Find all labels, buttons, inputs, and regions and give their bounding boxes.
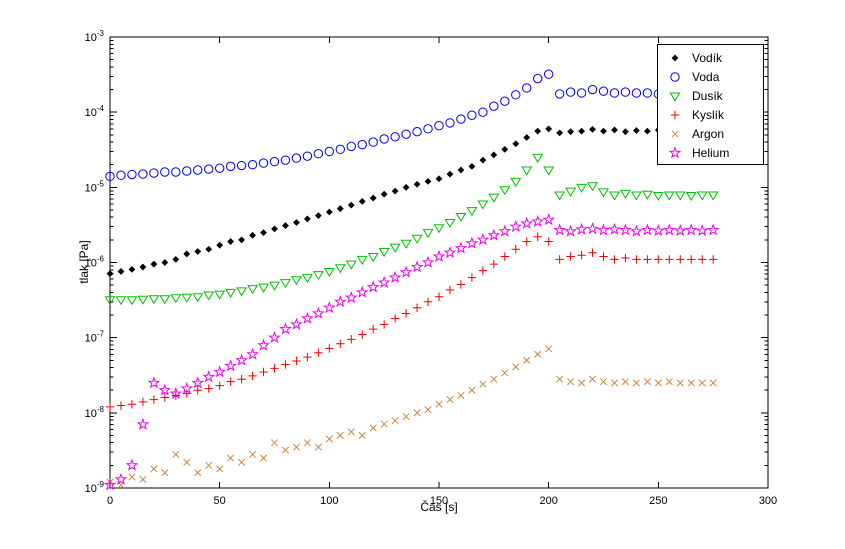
circle-marker-icon	[670, 71, 680, 82]
triangle-down-marker-icon	[669, 92, 681, 102]
y-tick-label: 10-8	[85, 405, 105, 420]
series-dusík	[104, 153, 719, 306]
y-tick-label: 10-4	[85, 104, 105, 119]
series-helium	[103, 213, 720, 491]
y-tick-label: 10-9	[85, 480, 105, 495]
diamond-marker-icon	[671, 54, 679, 61]
x-tick-label: 50	[214, 495, 226, 507]
legend[interactable]: Vodík Voda Dusík Kyslík Argon Helium	[657, 44, 764, 165]
plus-marker-icon	[670, 110, 680, 119]
x-tick-label: 0	[107, 495, 113, 507]
series-kyslík	[105, 232, 718, 412]
legend-label: Helium	[692, 145, 730, 160]
legend-entry-vodik[interactable]: Vodík	[658, 48, 763, 67]
pentagram-marker-icon	[668, 145, 682, 158]
series-voda	[105, 69, 718, 182]
legend-label: Vodík	[692, 50, 723, 65]
legend-entry-helium[interactable]: Helium	[658, 143, 763, 162]
legend-label: Argon	[692, 126, 725, 141]
legend-label: Voda	[692, 69, 720, 84]
x-tick-label: 300	[759, 495, 777, 507]
x-tick-label: 200	[539, 495, 557, 507]
legend-entry-argon[interactable]: Argon	[658, 124, 763, 143]
x-axis-label: Čas [s]	[420, 500, 458, 514]
y-tick-label: 10-7	[85, 330, 105, 345]
legend-entry-dusik[interactable]: Dusík	[658, 86, 763, 105]
y-axis-label: tlak [Pa]	[77, 240, 91, 284]
y-axis: 10-910-810-710-610-510-410-3	[85, 29, 768, 495]
legend-entry-kyslik[interactable]: Kyslík	[658, 105, 763, 124]
legend-label: Dusík	[692, 88, 723, 103]
series-argon	[106, 345, 717, 489]
x-marker-icon	[671, 129, 679, 138]
legend-label: Kyslík	[692, 107, 725, 122]
x-axis: 0 50 100 150 200 250 300	[107, 37, 777, 507]
x-tick-label: 150	[430, 495, 448, 507]
y-tick-label: 10-5	[85, 179, 105, 194]
x-tick-label: 100	[320, 495, 338, 507]
legend-entry-voda[interactable]: Voda	[658, 67, 763, 86]
x-tick-label: 250	[649, 495, 667, 507]
y-tick-label: 10-3	[85, 29, 105, 44]
